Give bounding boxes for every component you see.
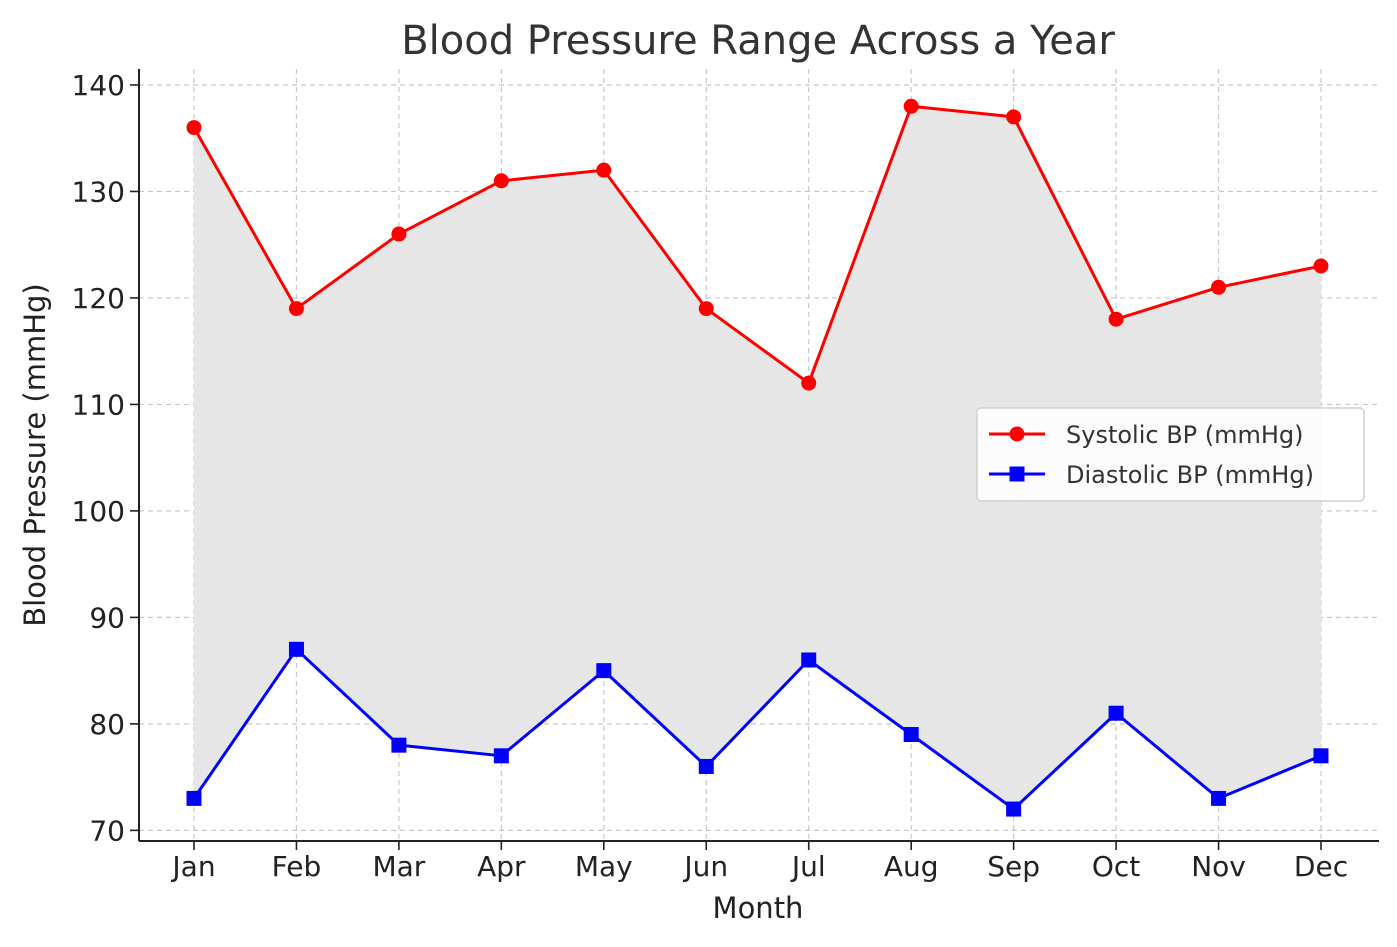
x-tick-label: Mar	[372, 850, 425, 883]
diastolic-point	[1211, 790, 1227, 806]
y-tick-label: 80	[89, 708, 125, 741]
diastolic-point	[186, 790, 202, 806]
y-tick-label: 100	[72, 495, 125, 528]
series-line-diastolic	[192, 647, 1322, 811]
y-tick-label: 110	[72, 388, 125, 421]
systolic-point	[1006, 109, 1022, 125]
systolic-point	[596, 162, 612, 178]
systolic-point	[698, 301, 714, 317]
pressure-range-fill	[194, 106, 1321, 810]
diastolic-point	[801, 652, 817, 668]
legend-marker-square	[1009, 466, 1025, 482]
x-tick-label: Dec	[1294, 850, 1348, 883]
legend: Systolic BP (mmHg) Diastolic BP (mmHg)	[976, 407, 1365, 502]
chart-title: Blood Pressure Range Across a Year	[401, 18, 1115, 64]
diastolic-point	[1313, 748, 1329, 764]
y-tick-label: 140	[72, 69, 125, 102]
legend-entry: Systolic BP (mmHg)	[1066, 421, 1304, 449]
y-tick-label: 70	[89, 814, 125, 847]
x-tick-label: Jun	[682, 850, 728, 883]
diastolic-point	[1108, 705, 1124, 721]
x-tick-label: Jan	[170, 850, 215, 883]
systolic-point	[493, 173, 509, 189]
x-tick-label: Oct	[1092, 850, 1140, 883]
diastolic-point	[493, 748, 509, 764]
systolic-point	[288, 301, 304, 317]
x-tick-label: Aug	[884, 850, 939, 883]
systolic-point	[186, 120, 202, 136]
diastolic-point	[698, 758, 714, 774]
x-tick-label: May	[575, 850, 633, 883]
series-line-systolic	[192, 104, 1322, 385]
x-axis-label: Month	[713, 891, 804, 925]
y-axis-label: Blood Pressure (mmHg)	[18, 283, 52, 626]
x-tick-label: Feb	[272, 850, 322, 883]
systolic-point	[801, 375, 817, 391]
legend-marker-circle	[1009, 426, 1025, 442]
diastolic-point	[391, 737, 407, 753]
y-tick-label: 130	[72, 175, 125, 208]
x-tick-label: Apr	[477, 850, 526, 883]
x-tick-label: Nov	[1191, 850, 1246, 883]
axes	[130, 69, 1379, 850]
systolic-point	[903, 98, 919, 114]
systolic-point	[391, 226, 407, 242]
systolic-point	[1313, 258, 1329, 274]
y-tick-label: 90	[89, 601, 125, 634]
diastolic-point	[596, 663, 612, 679]
x-tick-label: Sep	[987, 850, 1040, 883]
systolic-point	[1108, 311, 1124, 327]
diastolic-point	[288, 641, 304, 657]
diastolic-point	[903, 727, 919, 743]
diastolic-point	[1006, 801, 1022, 817]
y-tick-label: 120	[72, 282, 125, 315]
legend-entry: Diastolic BP (mmHg)	[1066, 461, 1314, 489]
tick-labels: Jan Feb Mar Apr May Jun Jul Aug Sep Oct Nov Dec 70 80…	[72, 69, 1349, 883]
x-tick-label: Jul	[790, 850, 826, 883]
legend-box	[976, 407, 1365, 502]
systolic-point	[1211, 279, 1227, 295]
series-group	[186, 98, 1329, 817]
